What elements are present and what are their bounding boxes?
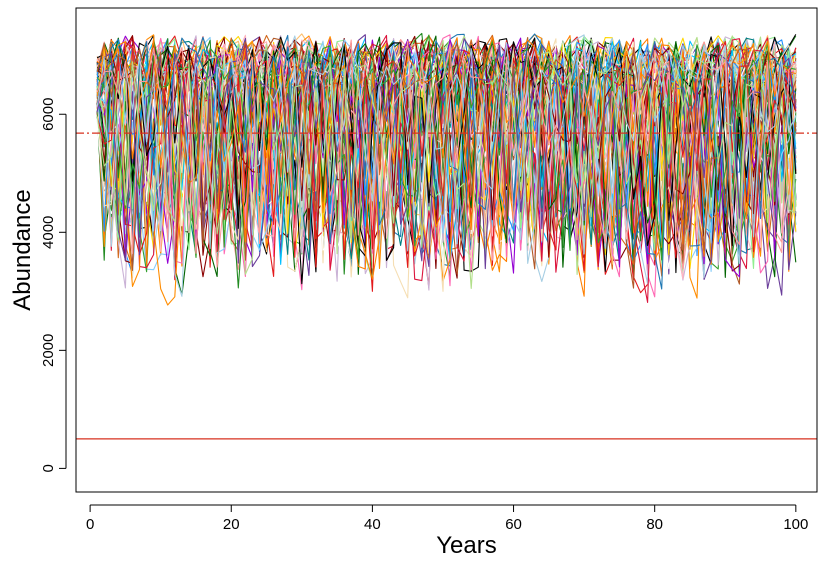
x-tick-label: 60	[505, 516, 522, 533]
y-tick-label: 6000	[40, 98, 57, 131]
y-tick-label: 2000	[40, 334, 57, 367]
simulation-line	[96, 36, 797, 249]
reference-lines	[76, 132, 817, 440]
y-axis: 0 2000 4000 6000	[40, 98, 67, 473]
simulation-line	[96, 39, 797, 289]
simulation-line	[96, 39, 797, 270]
x-tick-label: 40	[364, 516, 381, 533]
y-tick-label: 4000	[40, 216, 57, 249]
x-tick-label: 0	[86, 516, 94, 533]
plot-frame	[75, 7, 818, 493]
y-axis-title: Abundance	[9, 189, 36, 310]
simulation-lines	[96, 32, 797, 306]
x-axis-title: Years	[436, 532, 497, 559]
x-tick-label: 100	[783, 516, 808, 533]
x-tick-label: 80	[646, 516, 663, 533]
x-axis: 0 20 40 60 80 100	[86, 504, 808, 533]
y-tick-label: 0	[40, 464, 57, 472]
x-tick-label: 20	[223, 516, 240, 533]
